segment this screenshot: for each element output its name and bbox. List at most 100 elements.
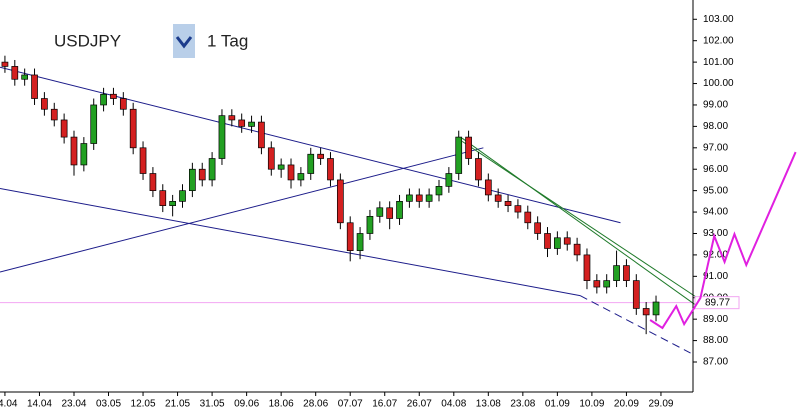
forecast-line (649, 151, 797, 330)
trendline (0, 66, 621, 224)
candle-body (60, 119, 68, 138)
x-tick-label: 10.09 (579, 399, 604, 410)
x-tick-label: 18.06 (269, 399, 294, 410)
trendline (0, 188, 581, 297)
candle-body (544, 233, 551, 249)
candle-body (267, 147, 275, 170)
y-tick-label: 93.00 (703, 228, 728, 239)
x-tick-label: 21.05 (165, 399, 190, 410)
y-tick-label: 99.00 (703, 100, 728, 111)
candle-body (623, 265, 630, 281)
x-tick-label: 16.07 (372, 399, 397, 410)
candle-body (228, 115, 236, 121)
candle-body (208, 158, 216, 181)
candle-body (1, 61, 9, 67)
candle-body (415, 194, 423, 202)
candle-body (386, 207, 394, 219)
candle-body (554, 237, 561, 249)
candle-body (179, 190, 186, 202)
candle-body (366, 215, 374, 234)
candle-body (218, 115, 226, 159)
x-tick-label: 14.04 (27, 399, 52, 410)
candle-body (494, 194, 502, 202)
y-tick-label: 94.00 (703, 207, 728, 218)
candle-body (189, 168, 196, 191)
x-tick-label: 20.09 (614, 399, 639, 410)
candle-body (406, 194, 413, 202)
x-tick-label: 31.05 (200, 399, 225, 410)
candle-body (445, 173, 453, 187)
level-label-box (694, 296, 740, 310)
candle-body (139, 147, 147, 174)
y-tick-label: 101.00 (703, 57, 734, 68)
candle-body (652, 301, 660, 316)
candle-body (425, 194, 433, 202)
dropdown-button[interactable] (173, 24, 195, 58)
candle-body (455, 136, 463, 174)
x-tick-label: 04.08 (441, 399, 466, 410)
candle-body (613, 265, 620, 281)
y-tick-label: 88.00 (703, 335, 728, 346)
candle-body (583, 254, 591, 281)
y-tick-label: 102.00 (703, 35, 734, 46)
candle-body (31, 74, 38, 99)
x-tick-label: 13.08 (476, 399, 501, 410)
candle-body (100, 93, 107, 106)
plot: 87.0088.0089.0090.0091.0092.0093.0094.00… (0, 0, 740, 410)
candle-body (169, 201, 176, 206)
candle-body (21, 74, 29, 80)
trendline (461, 137, 701, 309)
x-tick-label: 04.04 (0, 399, 18, 410)
candle-body (475, 158, 482, 181)
candle-body (149, 173, 157, 191)
y-tick-label: 100.00 (703, 78, 734, 89)
y-tick-label: 91.00 (703, 271, 728, 282)
x-tick-label: 29.09 (648, 399, 673, 410)
candle-body (632, 280, 640, 309)
candle-body (248, 121, 255, 127)
candle-body (198, 168, 206, 181)
candle-body (356, 233, 364, 251)
candle-body (90, 104, 98, 144)
timeframe[interactable]: 1 Tag (207, 31, 248, 50)
candle-body (563, 237, 571, 245)
dropdown-arrow[interactable] (175, 36, 193, 49)
candle-body (317, 153, 324, 159)
y-tick-label: 95.00 (703, 185, 728, 196)
candle-body (435, 186, 443, 196)
candle-body (70, 136, 78, 166)
candle-body (80, 143, 88, 166)
candle-body (11, 66, 19, 80)
trendline (461, 140, 701, 301)
x-tick-label: 01.09 (545, 399, 570, 410)
y-tick-label: 97.00 (703, 142, 728, 153)
candle-body (297, 173, 305, 181)
candle-body (376, 207, 384, 217)
candle-body (465, 136, 472, 159)
candle-body (41, 98, 48, 110)
level-label: 89.77 (705, 297, 730, 308)
candle-body (119, 98, 127, 110)
candle-body (159, 190, 167, 206)
x-tick-label: 03.05 (96, 399, 121, 410)
candle-body (524, 211, 532, 224)
candle-body (50, 108, 58, 121)
candle-body (258, 121, 265, 149)
candle-body (514, 205, 522, 213)
candle-body (603, 280, 611, 288)
x-tick-label: 28.06 (303, 399, 328, 410)
candle-body (642, 308, 650, 316)
x-tick-label: 09.06 (234, 399, 259, 410)
candle-body (110, 93, 117, 99)
candle-body (307, 153, 315, 174)
x-tick-label: 23.04 (61, 399, 86, 410)
x-tick-label: 12.05 (131, 399, 156, 410)
candle-body (504, 201, 512, 206)
candle-body (534, 222, 541, 234)
candle-body (346, 222, 354, 251)
candle-body (593, 280, 601, 288)
candle-body (573, 243, 581, 256)
trendline (579, 295, 691, 354)
